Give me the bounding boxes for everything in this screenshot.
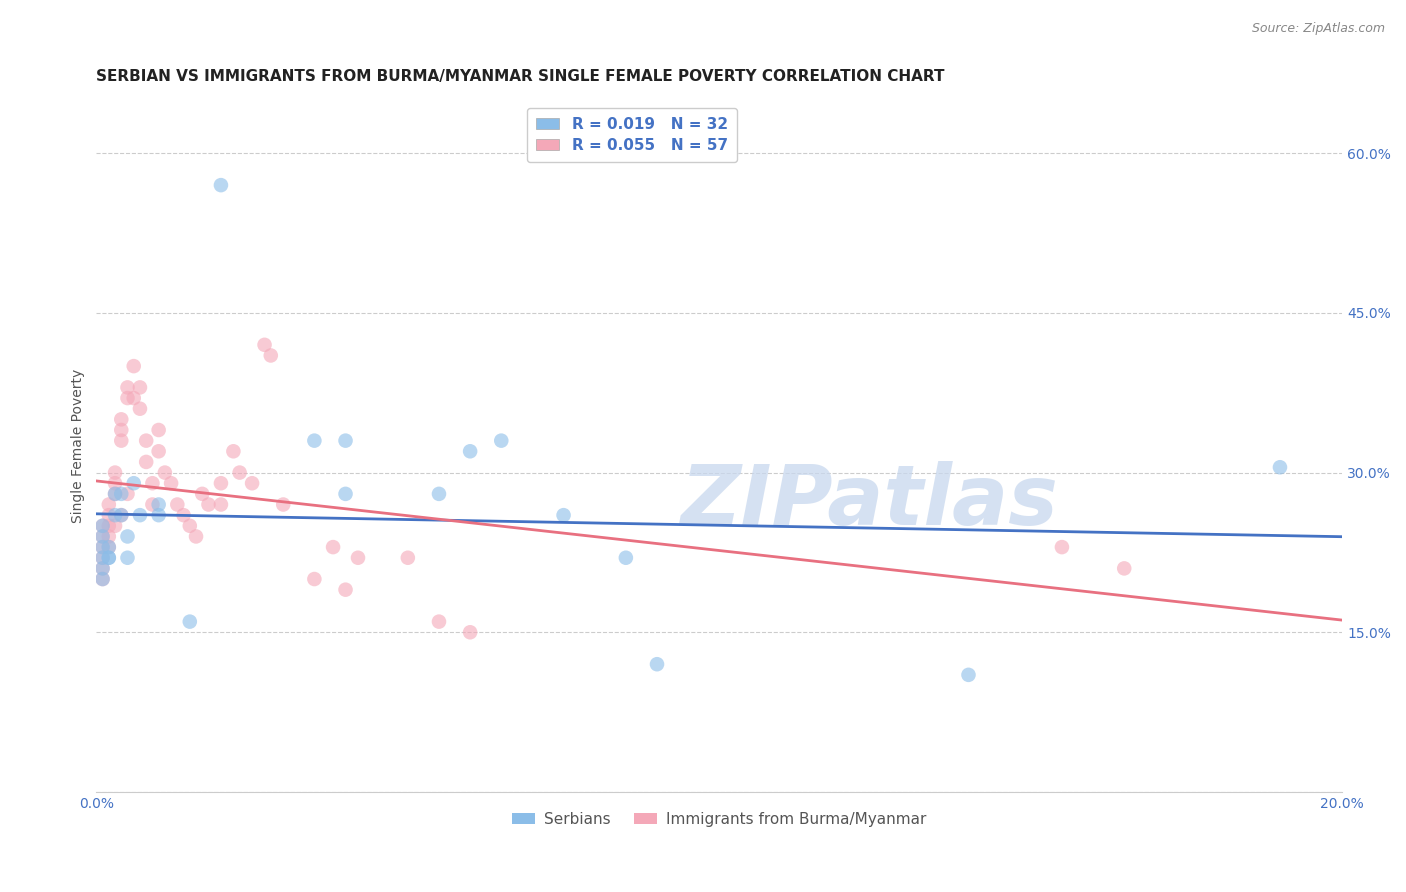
- Point: [209, 476, 232, 491]
- Point: [117, 529, 139, 543]
- Text: SERBIAN VS IMMIGRANTS FROM BURMA/MYANMAR SINGLE FEMALE POVERTY CORRELATION CHART: SERBIAN VS IMMIGRANTS FROM BURMA/MYANMAR…: [97, 69, 945, 84]
- Point: [97, 550, 120, 565]
- Point: [153, 466, 176, 480]
- Point: [91, 572, 114, 586]
- Point: [91, 550, 114, 565]
- Legend: Serbians, Immigrants from Burma/Myanmar: Serbians, Immigrants from Burma/Myanmar: [506, 805, 932, 833]
- Point: [129, 401, 152, 416]
- Point: [97, 540, 120, 554]
- Point: [110, 423, 132, 437]
- Point: [491, 434, 513, 448]
- Point: [191, 487, 214, 501]
- Point: [304, 434, 326, 448]
- Point: [304, 572, 326, 586]
- Point: [91, 529, 114, 543]
- Point: [240, 476, 263, 491]
- Point: [645, 657, 668, 672]
- Point: [260, 349, 283, 363]
- Point: [1268, 460, 1291, 475]
- Point: [141, 498, 163, 512]
- Point: [553, 508, 575, 523]
- Point: [1050, 540, 1073, 554]
- Point: [179, 615, 201, 629]
- Point: [110, 508, 132, 523]
- Point: [179, 518, 201, 533]
- Point: [458, 444, 481, 458]
- Point: [91, 540, 114, 554]
- Point: [97, 518, 120, 533]
- Point: [91, 518, 114, 533]
- Point: [209, 498, 232, 512]
- Point: [222, 444, 245, 458]
- Point: [104, 487, 127, 501]
- Point: [110, 434, 132, 448]
- Point: [110, 487, 132, 501]
- Point: [104, 518, 127, 533]
- Point: [209, 178, 232, 193]
- Point: [427, 615, 450, 629]
- Point: [117, 391, 139, 405]
- Point: [122, 359, 145, 373]
- Point: [148, 444, 170, 458]
- Point: [91, 550, 114, 565]
- Point: [91, 561, 114, 575]
- Point: [91, 561, 114, 575]
- Point: [322, 540, 344, 554]
- Point: [91, 572, 114, 586]
- Text: Source: ZipAtlas.com: Source: ZipAtlas.com: [1251, 22, 1385, 36]
- Point: [110, 412, 132, 426]
- Point: [122, 476, 145, 491]
- Point: [104, 466, 127, 480]
- Point: [166, 498, 188, 512]
- Point: [347, 550, 370, 565]
- Point: [141, 476, 163, 491]
- Point: [91, 540, 114, 554]
- Point: [335, 487, 357, 501]
- Point: [148, 508, 170, 523]
- Point: [184, 529, 207, 543]
- Point: [160, 476, 183, 491]
- Point: [173, 508, 195, 523]
- Point: [104, 508, 127, 523]
- Point: [427, 487, 450, 501]
- Point: [135, 455, 157, 469]
- Point: [117, 487, 139, 501]
- Point: [335, 582, 357, 597]
- Point: [97, 540, 120, 554]
- Point: [957, 668, 980, 682]
- Point: [97, 550, 120, 565]
- Point: [117, 550, 139, 565]
- Point: [91, 518, 114, 533]
- Point: [197, 498, 219, 512]
- Point: [271, 498, 294, 512]
- Point: [396, 550, 419, 565]
- Point: [117, 380, 139, 394]
- Point: [1114, 561, 1136, 575]
- Point: [148, 498, 170, 512]
- Point: [110, 508, 132, 523]
- Point: [97, 508, 120, 523]
- Point: [97, 498, 120, 512]
- Point: [253, 338, 276, 352]
- Point: [122, 391, 145, 405]
- Point: [104, 476, 127, 491]
- Point: [228, 466, 250, 480]
- Point: [91, 529, 114, 543]
- Y-axis label: Single Female Poverty: Single Female Poverty: [72, 368, 86, 523]
- Point: [135, 434, 157, 448]
- Point: [104, 487, 127, 501]
- Point: [97, 529, 120, 543]
- Point: [148, 423, 170, 437]
- Point: [614, 550, 637, 565]
- Point: [129, 508, 152, 523]
- Point: [129, 380, 152, 394]
- Point: [458, 625, 481, 640]
- Text: ZIPatlas: ZIPatlas: [681, 461, 1057, 541]
- Point: [335, 434, 357, 448]
